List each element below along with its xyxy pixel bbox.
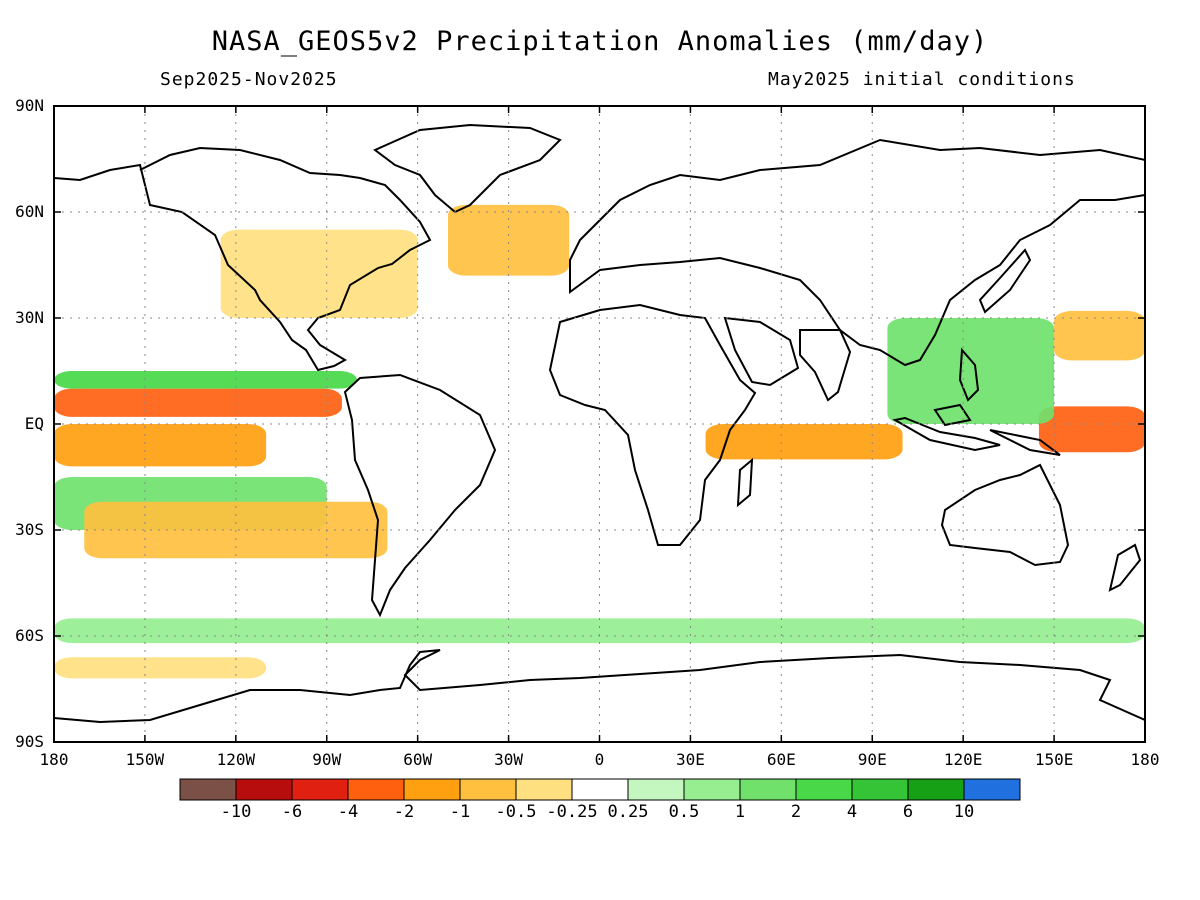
anomaly-region-4	[705, 424, 903, 460]
lat-label: 30S	[15, 520, 44, 539]
coastline-greenland	[373, 123, 562, 214]
colorbar-label: -1	[449, 802, 471, 822]
colorbar-swatch	[347, 778, 405, 801]
colorbar-label: 0.25	[607, 802, 649, 822]
anomaly-field	[54, 204, 1145, 679]
colorbar-label: 2	[790, 802, 802, 822]
colorbar-swatch	[907, 778, 965, 801]
lon-label: 180	[1130, 750, 1160, 769]
lat-label: 90N	[15, 96, 44, 115]
coastline-india	[799, 329, 852, 402]
anomaly-region-5	[54, 371, 358, 389]
colorbar-swatch	[851, 778, 909, 801]
lat-label: EQ	[24, 414, 44, 433]
lat-label: 60S	[15, 626, 44, 645]
anomaly-region-9	[447, 204, 570, 276]
colorbar-swatch	[683, 778, 741, 801]
colorbar-swatch	[795, 778, 853, 801]
colorbar	[179, 778, 1021, 801]
colorbar-swatch	[459, 778, 517, 801]
colorbar-label: 6	[902, 802, 914, 822]
lon-label: 120E	[943, 750, 983, 769]
colorbar-label: 4	[846, 802, 858, 822]
map-title: NASA_GEOS5v2 Precipitation Anomalies (mm…	[211, 26, 989, 57]
coastline-japan	[978, 248, 1032, 314]
colorbar-swatch	[515, 778, 573, 801]
lon-label: 90W	[312, 750, 342, 769]
coastline-antarctica	[54, 649, 1145, 724]
colorbar-label: 0.5	[668, 802, 700, 822]
coastline-south-america	[343, 373, 497, 618]
coastline-philippines	[958, 347, 980, 402]
anomaly-region-11	[1054, 310, 1145, 361]
coastline-north-america	[54, 146, 432, 372]
lon-label: 60W	[403, 750, 433, 769]
coastline-africa	[548, 303, 757, 546]
lon-label: 180	[39, 750, 69, 769]
colorbar-label: -4	[337, 802, 359, 822]
anomaly-region-13	[54, 657, 267, 679]
anomaly-region-3	[1038, 406, 1145, 453]
lat-label: 90S	[15, 732, 44, 751]
lat-label: 30N	[15, 308, 44, 327]
lon-label: 0	[594, 750, 605, 769]
colorbar-swatch	[571, 778, 629, 801]
anomaly-region-12	[54, 618, 1145, 644]
colorbar-label: -0.25	[546, 802, 598, 822]
anomaly-region-1	[54, 388, 342, 417]
colorbar-swatch	[739, 778, 797, 801]
coastline-eurasia	[569, 138, 1145, 367]
grid-lines	[54, 106, 1145, 742]
colorbar-swatch	[235, 778, 293, 801]
forecast-period: Sep2025-Nov2025	[160, 69, 338, 90]
colorbar-label: -10	[220, 802, 252, 822]
coastline-australia	[940, 463, 1070, 567]
coastline-new-zealand	[1108, 543, 1142, 592]
colorbar-swatch	[179, 778, 237, 801]
colorbar-label: 1	[734, 802, 746, 822]
coastline-madagascar	[736, 457, 754, 508]
colorbar-label: 10	[953, 802, 975, 822]
colorbar-swatch	[291, 778, 349, 801]
colorbar-swatch	[403, 778, 461, 801]
lon-label: 150W	[125, 750, 165, 769]
coastline-arabia	[723, 316, 800, 387]
lon-label: 120W	[216, 750, 256, 769]
axis-ticks	[53, 105, 1146, 743]
colorbar-label: -6	[281, 802, 303, 822]
lon-label: 60E	[766, 750, 796, 769]
anomaly-region-10	[220, 229, 418, 318]
colorbar-label: -0.5	[495, 802, 537, 822]
lon-label: 150E	[1034, 750, 1074, 769]
anomaly-region-2	[54, 424, 267, 467]
colorbar-swatch	[627, 778, 685, 801]
lon-label: 30E	[675, 750, 705, 769]
lon-label: 30W	[494, 750, 524, 769]
coastline-indonesia	[892, 403, 1061, 456]
colorbar-swatch	[963, 778, 1021, 801]
coastlines	[54, 123, 1145, 724]
anomaly-region-6	[887, 318, 1055, 424]
colorbar-label: -2	[393, 802, 415, 822]
lon-label: 90E	[857, 750, 887, 769]
initial-conditions: May2025 initial conditions	[768, 69, 1076, 90]
lat-label: 60N	[15, 202, 44, 221]
